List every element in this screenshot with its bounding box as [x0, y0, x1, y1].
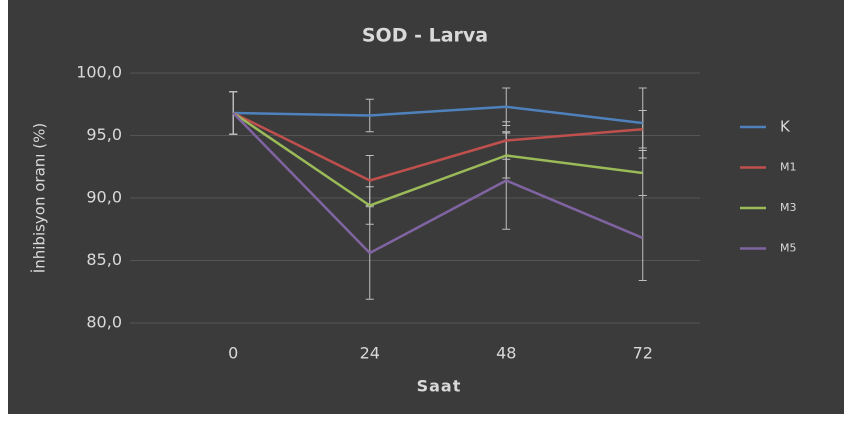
chart-background [8, 0, 844, 414]
y-tick-label: 80,0 [86, 313, 122, 332]
x-axis-label: Saat [417, 377, 462, 396]
x-tick-label: 48 [496, 344, 516, 363]
series-line [232, 111, 643, 182]
x-tick-label: 24 [360, 344, 380, 363]
series-line [232, 111, 643, 207]
chart-title: SOD - Larva [362, 25, 488, 47]
x-tick-label: 72 [633, 344, 653, 363]
y-tick-label: 95,0 [86, 125, 122, 144]
x-tick-label: 0 [228, 344, 238, 363]
series-line [232, 112, 644, 255]
y-tick-label: 90,0 [86, 188, 122, 207]
y-axis-label: İnhibisyon oranı (%) [30, 123, 49, 273]
legend-label: K [780, 118, 791, 136]
legend-label: M1 [780, 161, 797, 174]
series-line [233, 105, 643, 125]
legend-label: M3 [780, 201, 797, 214]
y-tick-label: 85,0 [86, 250, 122, 269]
y-tick-label: 100,0 [76, 63, 122, 82]
legend-label: M5 [780, 242, 797, 255]
